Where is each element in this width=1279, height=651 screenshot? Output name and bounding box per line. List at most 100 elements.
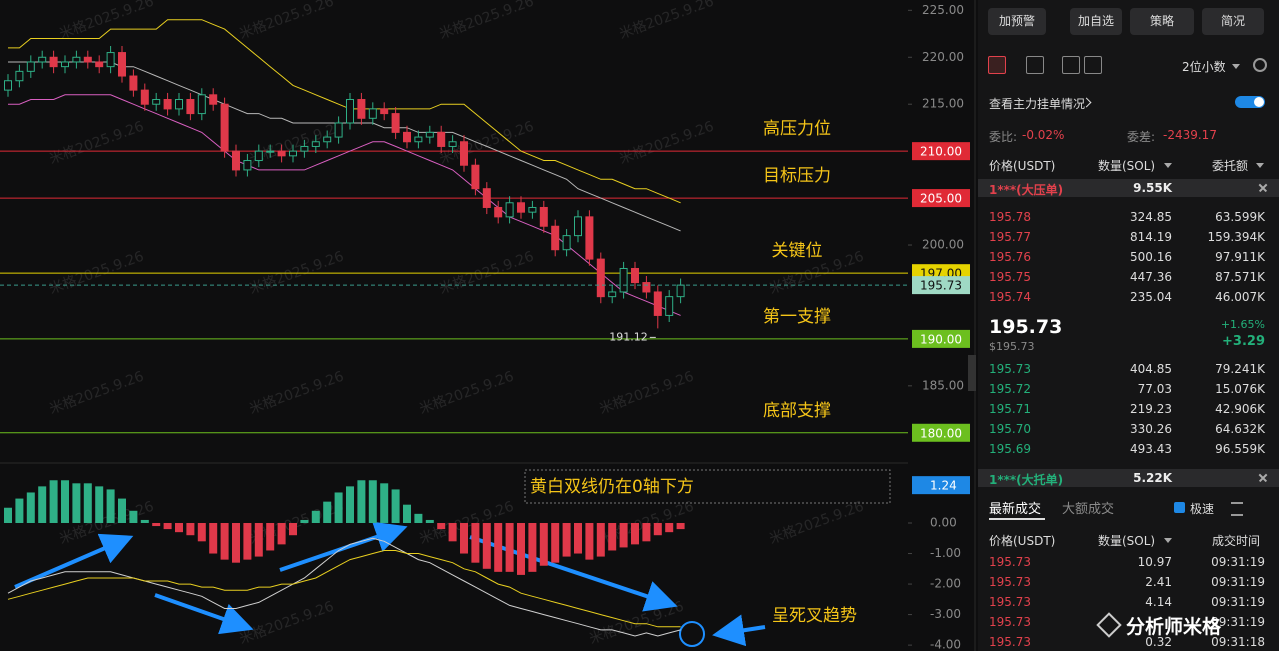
price-tag-label: 190.00 [920,332,962,346]
macd-bar [254,523,263,557]
amount: 97.911K [1215,250,1265,264]
col-header: 价格(USDT) [989,534,1056,548]
macd-bar [232,523,240,563]
macd-bar [460,523,468,554]
watermark: 米格2025.9.26 [237,599,336,648]
macd-bar [61,480,69,524]
candle-body [220,103,229,152]
candle-body [608,291,617,298]
last-price: 195.73 [989,316,1063,338]
main-orders-link[interactable]: 查看主力挂单情况 [989,97,1086,111]
price: 195.73 [989,362,1031,376]
y-tick-label: 220.00 [922,50,964,64]
y-tick-label: -1.00 [930,546,961,560]
qty: 814.19 [1130,230,1172,244]
button[interactable]: 策略 [1130,8,1194,35]
macd-bar [311,510,320,524]
big-order-bar [978,469,1279,487]
decimal-select[interactable]: 2位小数 [1182,60,1226,74]
price: 195.73 [989,615,1031,629]
macd-bar [289,523,297,536]
candle-body [266,150,275,153]
price: 195.71 [989,402,1031,416]
tab-underline [989,518,1045,520]
candle-body [471,164,480,190]
col-header: 委托额 [1212,159,1249,173]
macd-bar [368,480,377,524]
macd-bar [676,523,685,530]
candle-body [551,225,560,251]
candle-body [368,108,377,119]
arrows [14,521,766,647]
candle-body [61,61,69,68]
band-line [8,94,681,316]
price-tag [912,423,970,442]
tab[interactable]: 最新成交 [989,502,1042,517]
price: 195.73 [989,555,1031,569]
icon[interactable] [1062,56,1080,74]
candle-body [129,75,138,91]
time: 09:31:19 [1211,595,1265,609]
macd-bar [323,501,332,524]
settings[interactable] [1253,58,1267,72]
macd-bar [38,486,47,524]
macd-bar [346,486,354,524]
filter-icon[interactable] [1231,502,1243,516]
chart: 米格2025.9.26 米格2025.9.26 米格2025.9.26 米格2025.… [0,0,976,651]
candle-body [391,113,400,133]
candle-body [38,56,47,63]
candle-body [72,56,81,63]
macd-bar [471,523,480,563]
icon[interactable] [1084,56,1102,74]
qty: 324.85 [1130,210,1172,224]
watermark: 米格2025.9.26 [47,369,146,418]
icon[interactable] [1026,56,1044,74]
candle-body [665,296,674,316]
macd-bar [220,523,229,560]
y-tick-label: -2.00 [930,577,961,591]
candle-body [482,188,491,208]
macd-bar [129,510,138,524]
candle-body [289,150,297,157]
macd-bar [596,523,605,557]
candle-body [277,150,286,157]
price-tag [912,329,970,348]
button[interactable]: 加预警 [988,8,1046,35]
macd-bar [197,523,206,542]
macd-bar [391,489,400,524]
watermark: 米格2025.9.26 [437,0,536,43]
qty: 219.23 [1130,402,1172,416]
button[interactable]: 加自选 [1070,8,1122,35]
price-tag-label: 180.00 [920,426,962,440]
y-tick-label: -3.00 [930,607,961,621]
price: 195.69 [989,442,1031,456]
candle-body [539,206,548,227]
caret [1164,538,1172,543]
checkbox[interactable] [1174,502,1185,513]
col-header: 数量(SOL) [1098,534,1156,548]
y-tick-label: 225.00 [922,3,964,17]
macd-bar [140,519,149,524]
price: 195.75 [989,270,1031,284]
macd-bar [152,523,161,527]
macd-bar [380,483,389,524]
amount: 63.599K [1215,210,1265,224]
candle-body [574,216,582,237]
watermark: 米格2025.9.26 [57,0,156,43]
big-order-qty: 9.55K [1133,181,1172,195]
button[interactable]: 简况 [1202,8,1264,35]
price-tag-label: 210.00 [920,145,962,159]
toggle-knob [1254,97,1264,107]
macd-bar [482,523,491,569]
tab[interactable]: 大额成交 [1062,502,1115,517]
macd-bar [163,523,172,530]
macd-bar [528,523,537,572]
resize-handle[interactable] [968,355,976,391]
icon[interactable] [988,56,1006,74]
candle-body [15,70,24,82]
macd-line [7,550,681,628]
macd-bar [414,513,423,524]
macd-bar [562,523,571,557]
amount: 42.906K [1215,402,1265,416]
macd-bar [403,504,411,524]
